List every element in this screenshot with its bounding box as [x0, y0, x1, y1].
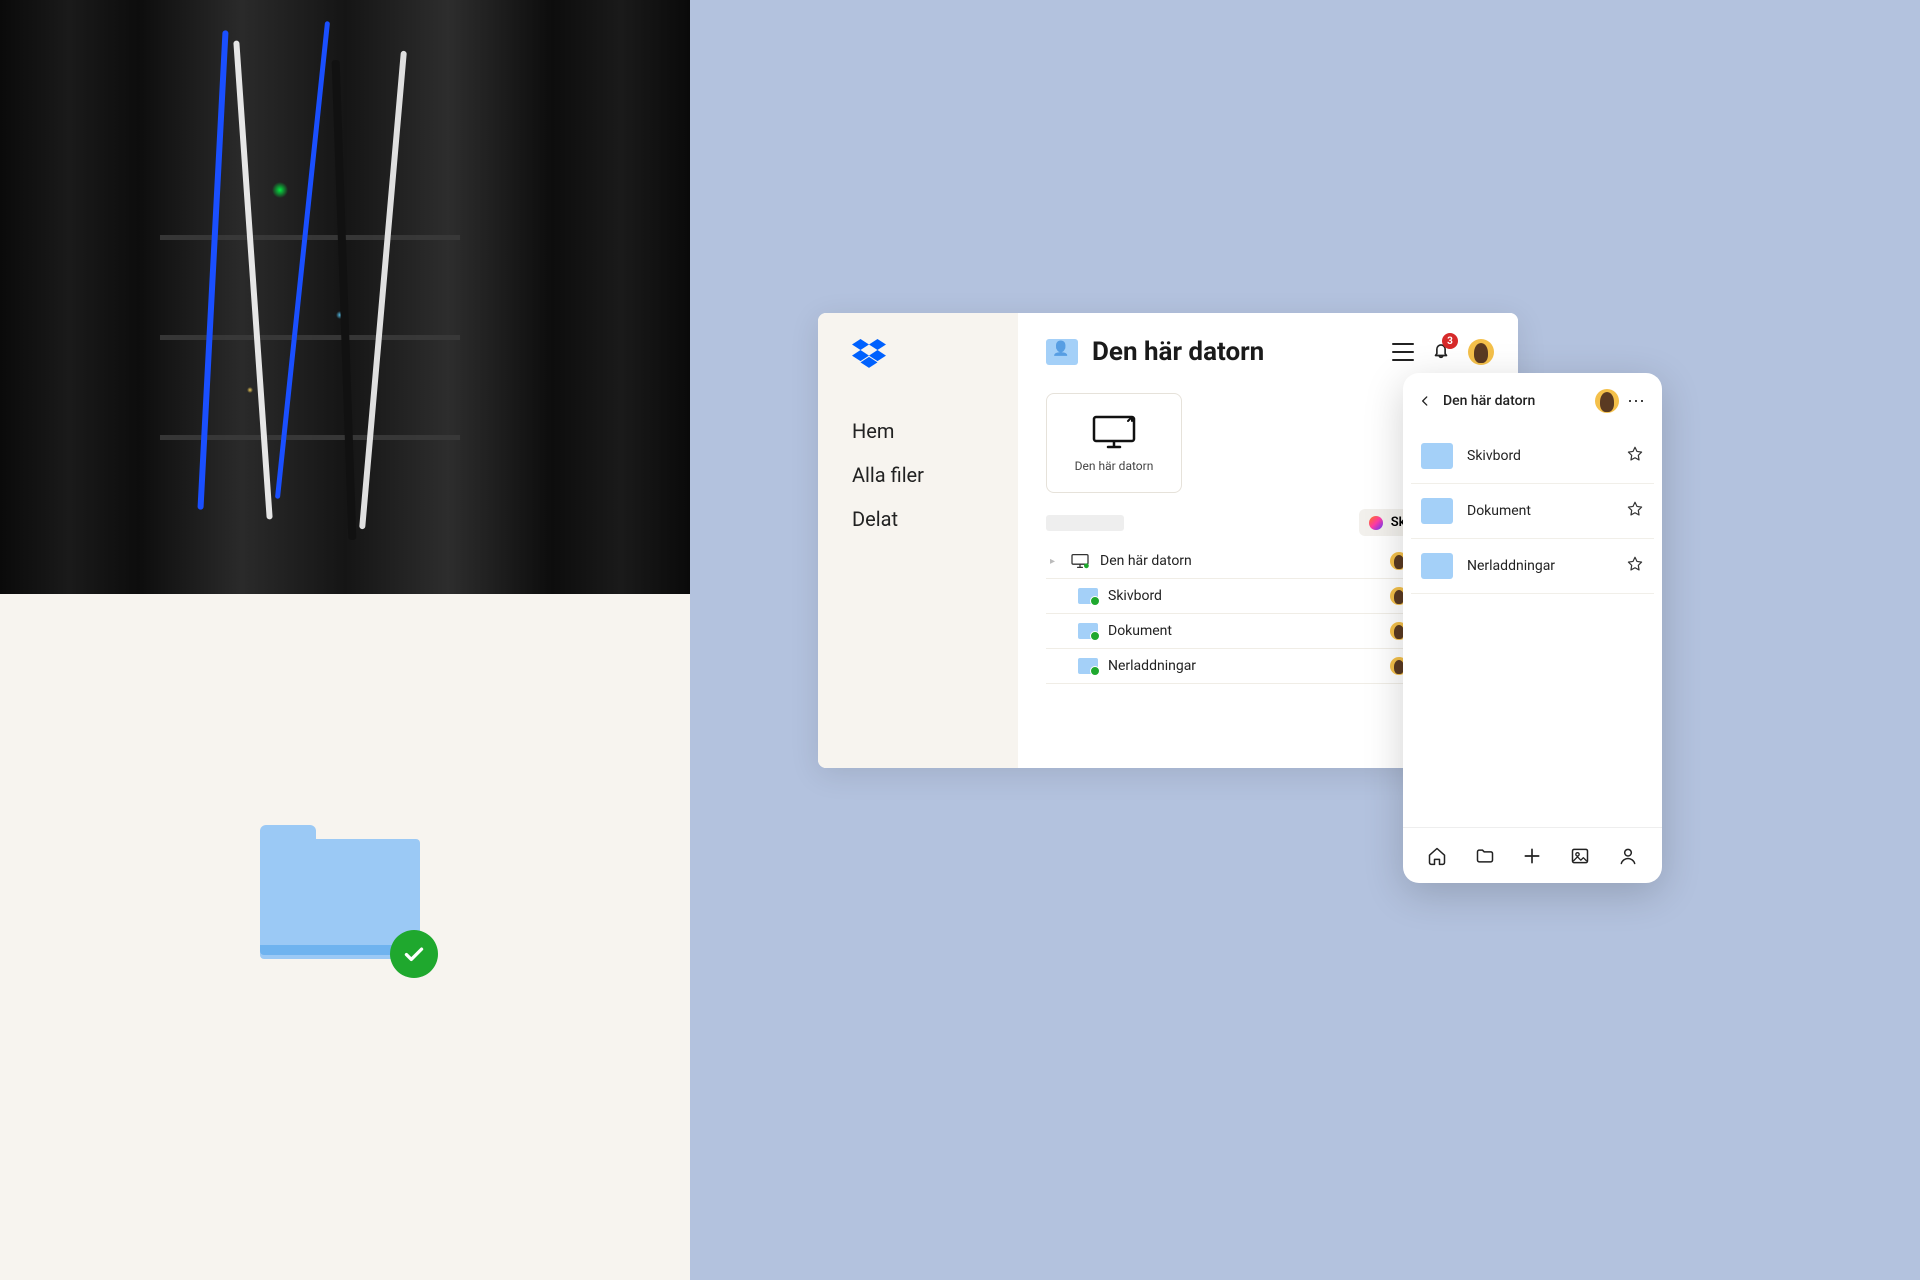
back-button[interactable]	[1415, 391, 1435, 411]
mobile-app-card: Den här datorn ⋯ Skivbord Dokument Nerla…	[1403, 373, 1662, 883]
mobile-row-documents[interactable]: Dokument	[1411, 484, 1654, 539]
notifications-button[interactable]: 3	[1430, 339, 1452, 365]
page-title: Den här datorn	[1092, 337, 1264, 367]
placeholder-bar	[1046, 515, 1124, 531]
row-label: Skivbord	[1108, 588, 1162, 604]
star-button[interactable]	[1626, 500, 1644, 522]
tab-add-icon[interactable]	[1520, 844, 1544, 868]
this-computer-card[interactable]: Den här datorn	[1046, 393, 1182, 493]
mobile-folder-list: Skivbord Dokument Nerladdningar	[1403, 425, 1662, 598]
mobile-row-label: Skivbord	[1467, 448, 1612, 464]
tab-files-icon[interactable]	[1473, 844, 1497, 868]
mobile-row-label: Dokument	[1467, 503, 1612, 519]
mobile-title: Den här datorn	[1443, 393, 1587, 409]
row-label: Dokument	[1108, 623, 1172, 639]
synced-folder-illustration	[260, 825, 420, 955]
folder-icon	[1421, 443, 1453, 469]
mobile-row-label: Nerladdningar	[1467, 558, 1612, 574]
folder-icon	[1078, 588, 1098, 604]
folder-icon	[1421, 498, 1453, 524]
mobile-tabbar	[1403, 827, 1662, 883]
sync-checkmark-icon	[390, 930, 438, 978]
tab-photos-icon[interactable]	[1568, 844, 1592, 868]
tab-account-icon[interactable]	[1616, 844, 1640, 868]
computer-icon	[1070, 553, 1090, 569]
create-spark-icon	[1369, 516, 1383, 530]
nav-item-shared[interactable]: Delat	[818, 497, 1018, 541]
nav-item-home[interactable]: Hem	[818, 409, 1018, 453]
star-button[interactable]	[1626, 445, 1644, 467]
mobile-row-downloads[interactable]: Nerladdningar	[1411, 539, 1654, 594]
dropbox-logo-icon[interactable]	[852, 339, 886, 369]
mobile-avatar[interactable]	[1595, 389, 1619, 413]
tab-home-icon[interactable]	[1425, 844, 1449, 868]
server-rack-photo	[0, 0, 690, 594]
folder-icon	[1078, 658, 1098, 674]
row-label: Nerladdningar	[1108, 658, 1196, 674]
mobile-header: Den här datorn ⋯	[1403, 373, 1662, 425]
row-label: Den här datorn	[1100, 553, 1192, 569]
menu-icon[interactable]	[1392, 343, 1414, 361]
mobile-row-desktop[interactable]: Skivbord	[1411, 429, 1654, 484]
more-button[interactable]: ⋯	[1627, 391, 1646, 412]
monitor-upload-icon	[1090, 413, 1138, 449]
user-avatar[interactable]	[1468, 339, 1494, 365]
desktop-sidebar: Hem Alla filer Delat	[818, 313, 1018, 768]
folder-icon	[1078, 623, 1098, 639]
computer-card-label: Den här datorn	[1075, 459, 1154, 473]
notification-badge: 3	[1442, 333, 1458, 349]
folder-icon	[1421, 553, 1453, 579]
expand-chevron-icon[interactable]: ▸	[1050, 556, 1060, 567]
header-folder-icon	[1046, 339, 1078, 365]
nav-item-all-files[interactable]: Alla filer	[818, 453, 1018, 497]
star-button[interactable]	[1626, 555, 1644, 577]
